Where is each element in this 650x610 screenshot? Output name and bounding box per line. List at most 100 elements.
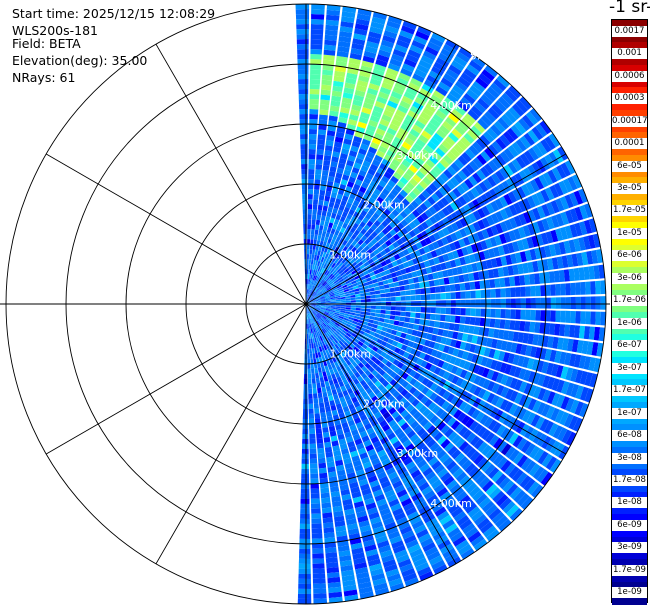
range-gate-cell [425,172,436,183]
range-gate-cell [375,298,381,302]
range-gate-cell [390,175,399,184]
range-gate-cell [524,274,531,285]
range-gate-cell [389,334,396,340]
range-gate-cell [335,301,341,303]
range-gate-cell [335,236,341,242]
range-gate-cell [477,517,491,530]
range-gate-cell [329,217,335,224]
range-gate-cell [319,318,324,323]
range-gate-cell [491,103,504,116]
range-gate-cell [490,258,498,268]
range-gate-cell [324,311,330,315]
range-gate-cell [334,312,340,316]
range-gate-cell [307,308,310,314]
colorbar-tick-label: 3e-07 [612,362,647,374]
range-gate-cell [495,211,504,222]
range-gate-cell [302,419,309,424]
range-gate-cell [454,398,464,409]
range-gate-cell [318,256,322,262]
range-gate-cell [318,467,327,474]
range-gate-cell [495,288,501,298]
range-gate-cell [446,363,454,373]
range-gate-cell [587,234,596,249]
range-gate-cell [309,313,313,318]
range-gate-cell [349,481,359,489]
range-gate-cell [450,339,457,348]
range-gate-cell [314,309,319,313]
range-gate-cell [347,231,354,238]
range-gate-cell [396,489,408,498]
range-gate-cell [345,332,352,338]
range-gate-cell [504,401,514,413]
range-gate-cell [446,300,451,307]
range-gate-cell [309,274,311,280]
range-gate-cell [471,262,478,272]
range-gate-cell [575,311,581,324]
range-gate-cell [435,147,446,158]
range-gate-cell [536,234,544,246]
range-gate-cell [433,446,443,456]
range-gate-cell [421,189,431,199]
range-gate-cell [508,204,518,216]
range-gate-cell [455,307,461,316]
range-gate-cell [303,404,308,409]
range-gate-cell [383,154,393,163]
range-gate-cell [458,274,465,283]
range-gate-cell [454,124,466,136]
range-gate-cell [443,475,455,487]
range-gate-cell [500,340,508,351]
range-gate-cell [309,284,312,290]
range-gate-cell [430,382,438,392]
range-gate-cell [335,299,341,302]
range-gate-cell [396,342,403,349]
range-gate-cell [417,115,429,126]
range-gate-cell [334,70,346,78]
range-gate-cell [299,518,310,524]
range-gate-cell [338,370,344,377]
range-gate-cell [335,525,347,532]
range-gate-cell [471,55,486,68]
range-gate-cell [300,139,308,145]
range-gate-cell [472,210,482,221]
range-gate-cell [553,182,564,197]
range-gate-cell [325,145,333,152]
range-gate-cell [318,124,327,131]
range-gate-cell [422,467,433,477]
range-gate-cell [510,298,516,308]
range-gate-cell [409,105,422,115]
range-gate-cell [545,297,551,309]
range-gate-cell [322,391,328,398]
range-gate-cell [331,256,337,263]
range-gate-cell [312,310,317,315]
range-gate-cell [329,249,334,256]
range-gate-cell [418,134,429,144]
range-gate-cell [421,486,433,496]
range-gate-cell [390,296,396,302]
range-gate-cell [340,263,346,270]
range-gate-cell [448,190,458,201]
range-gate-cell [405,334,412,341]
range-gate-cell [481,429,491,441]
range-gate-cell [489,188,499,200]
range-gate-cell [478,327,485,336]
range-gate-cell [565,431,577,446]
range-gate-cell [361,60,374,69]
range-gate-cell [370,275,377,280]
range-gate-cell [562,178,573,193]
range-gate-cell [399,210,408,219]
range-gate-cell [376,196,384,204]
range-gate-cell [464,113,476,125]
range-gate-cell [438,278,445,286]
range-gate-cell [393,281,400,287]
range-gate-cell [355,382,363,390]
range-gate-cell [334,371,340,378]
range-gate-cell [355,278,362,283]
range-gate-cell [343,268,350,274]
range-gate-cell [312,548,324,554]
range-gate-cell [332,345,337,351]
range-gate-cell [353,346,360,352]
range-gate-cell [369,180,378,188]
range-gate-cell [437,539,451,550]
range-gate-cell [395,311,401,316]
range-gate-cell [531,484,544,498]
